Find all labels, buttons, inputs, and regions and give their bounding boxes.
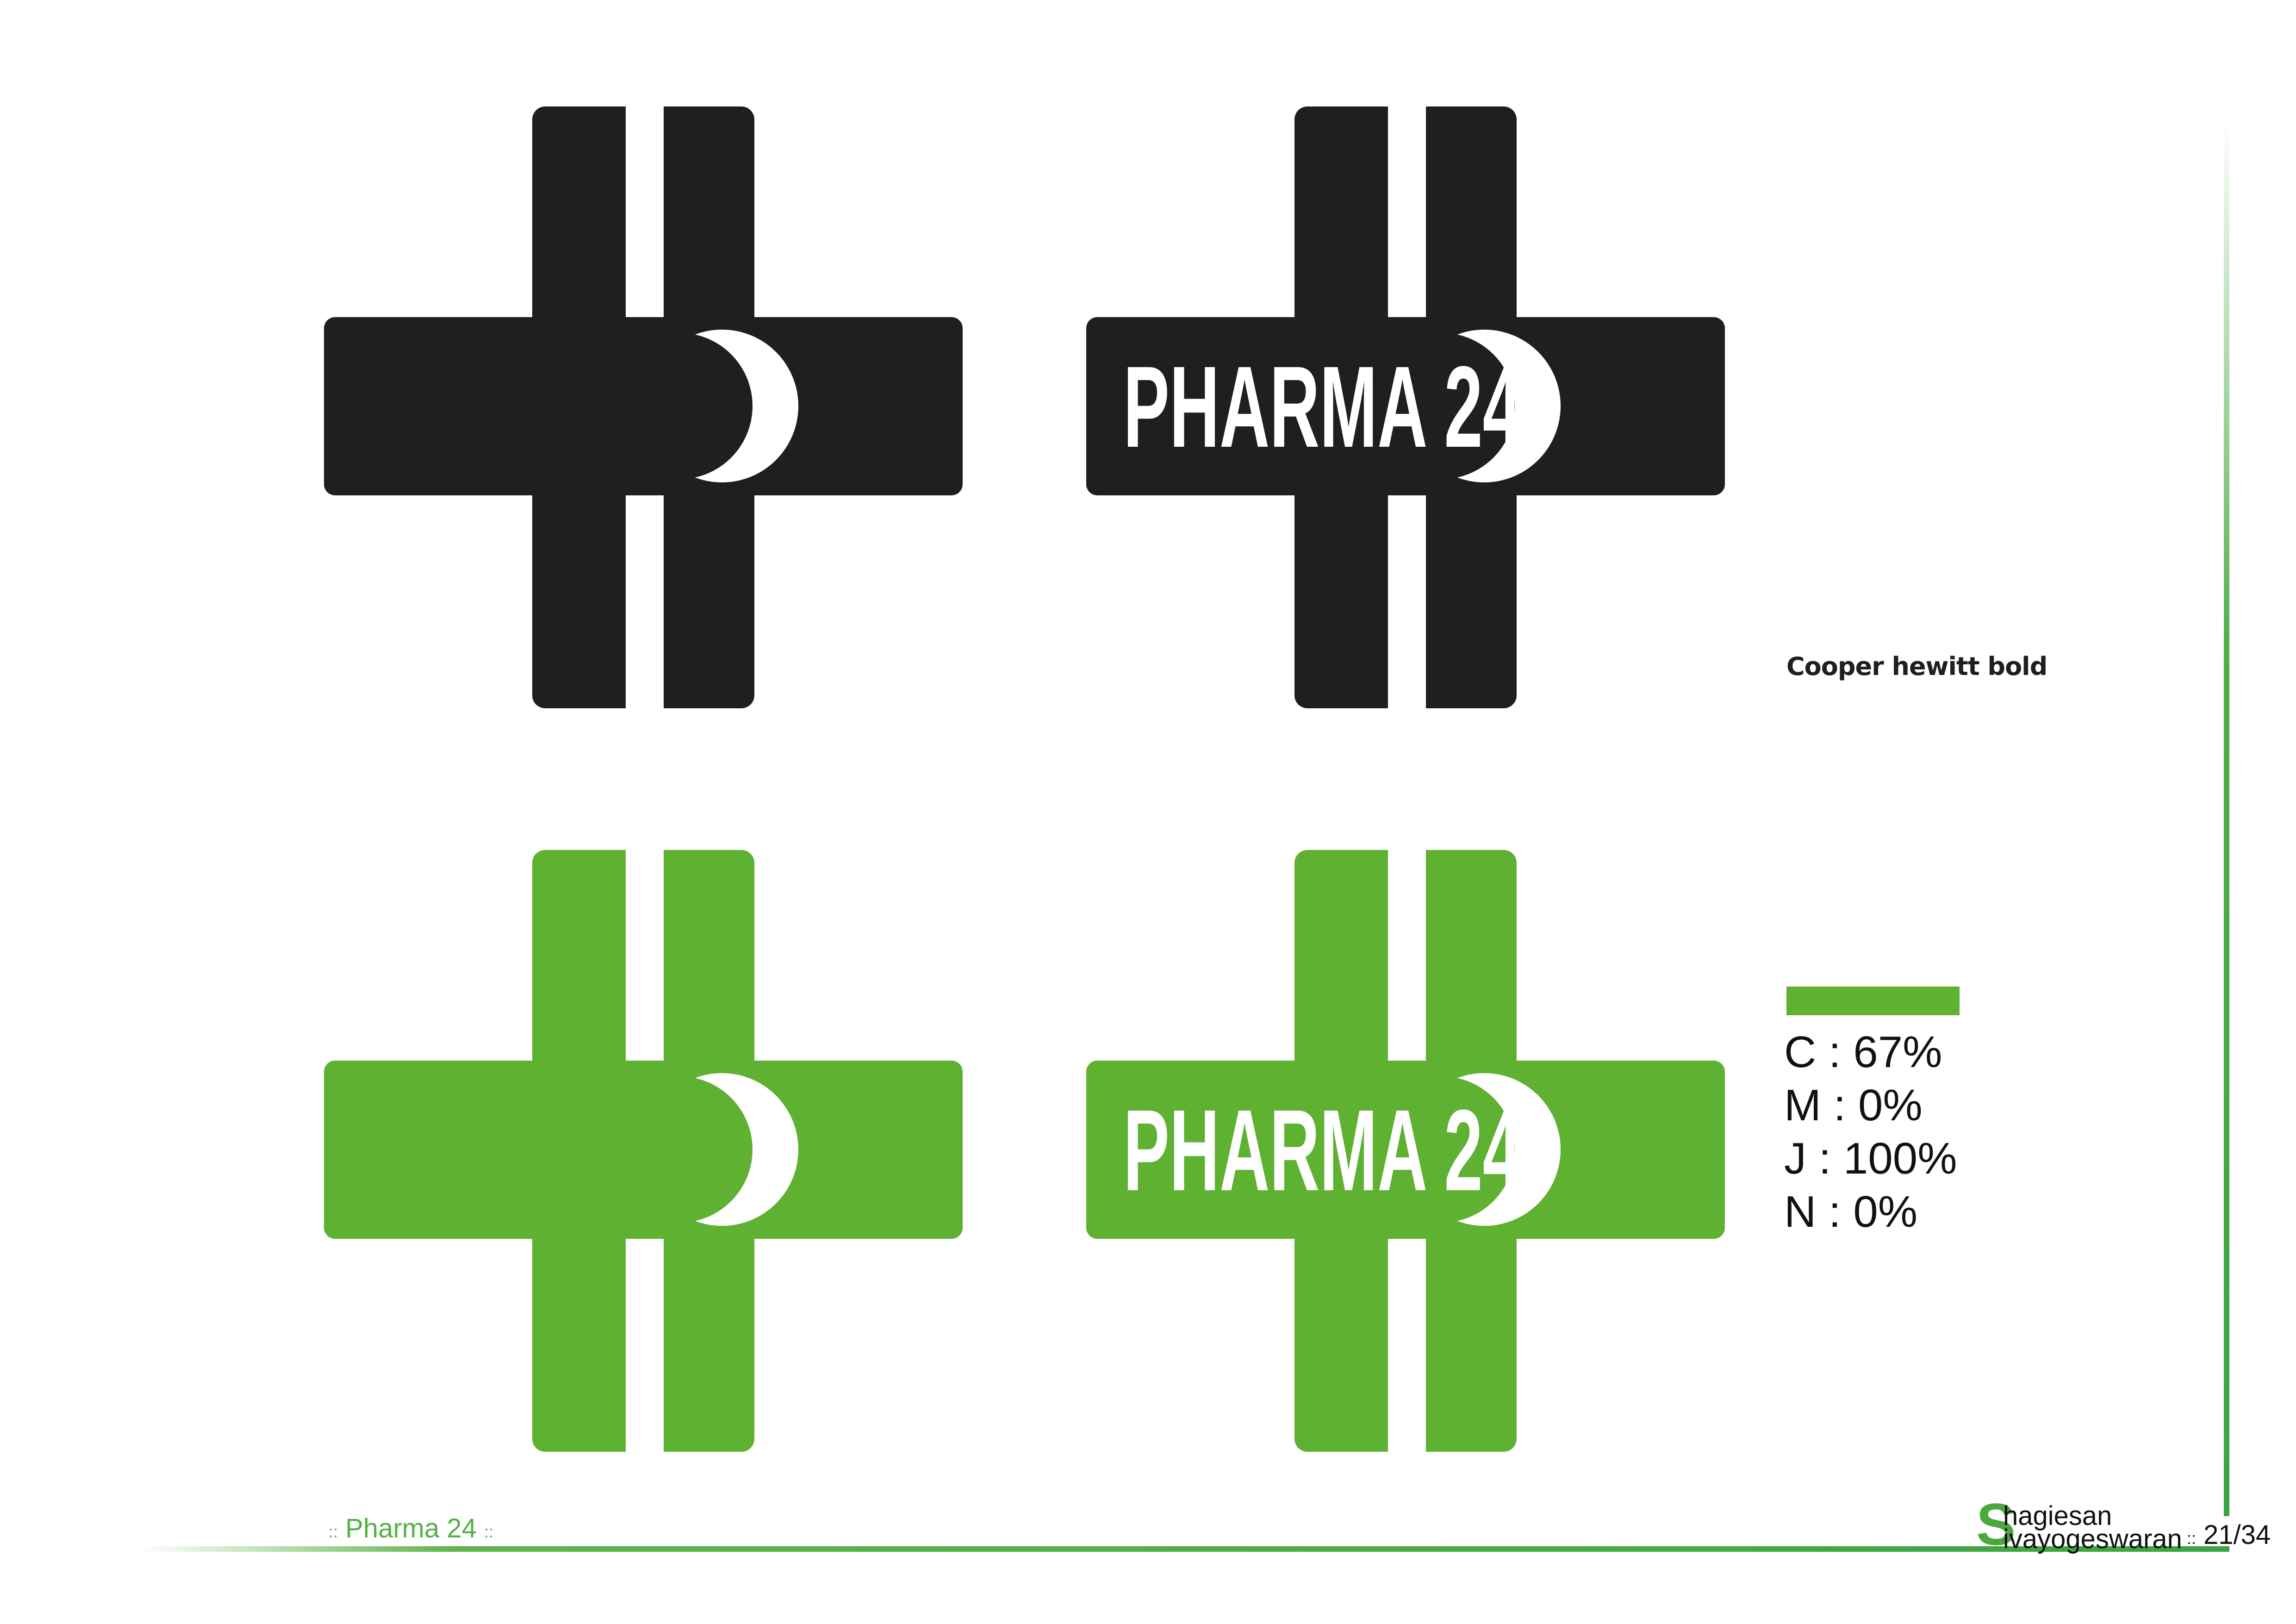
author-last-name: ivayogeswaran: [2003, 1524, 2182, 1554]
page-number-value: 21/34: [2203, 1520, 2271, 1550]
logo-wordmark-text: PHARMA 24: [1123, 342, 1521, 471]
footer-separator: ::: [2187, 1529, 2196, 1548]
footer-separator: ::: [484, 1522, 493, 1541]
bottom-accent-rule: [139, 1546, 2229, 1552]
pharmacy-cross-icon: [324, 850, 963, 1452]
footer-project-title: :: Pharma 24 ::: [329, 1513, 493, 1544]
color-swatch: [1786, 987, 1960, 1015]
cmyk-yellow: J : 100%: [1784, 1134, 1957, 1183]
pharmacy-cross-icon: PHARMA 24: [1086, 106, 1725, 708]
logo-symbol-black: [324, 106, 963, 708]
footer-project-name: Pharma 24: [345, 1513, 477, 1543]
logo-wordmark-green: PHARMA 24: [1086, 850, 1725, 1452]
page-number: :: 21/34: [2187, 1519, 2271, 1550]
cmyk-values: C : 67% M : 0% J : 100% N : 0%: [1784, 1025, 1957, 1238]
typeface-label: Cooper hewitt bold: [1786, 652, 2047, 681]
cmyk-magenta: M : 0%: [1784, 1081, 1923, 1130]
author-first-name: hagiesan: [2003, 1501, 2112, 1531]
right-accent-rule: [2224, 120, 2229, 1516]
author-initial: S: [1976, 1492, 2016, 1558]
logo-wordmark-black: PHARMA 24: [1086, 106, 1725, 708]
cmyk-cyan: C : 67%: [1784, 1027, 1942, 1077]
cmyk-black: N : 0%: [1784, 1187, 1918, 1237]
logo-symbol-green: [324, 850, 963, 1452]
pharmacy-cross-icon: PHARMA 24: [1086, 850, 1725, 1452]
footer-separator: ::: [329, 1522, 338, 1541]
logo-wordmark-text: PHARMA 24: [1123, 1086, 1521, 1215]
pharmacy-cross-icon: [324, 106, 963, 708]
